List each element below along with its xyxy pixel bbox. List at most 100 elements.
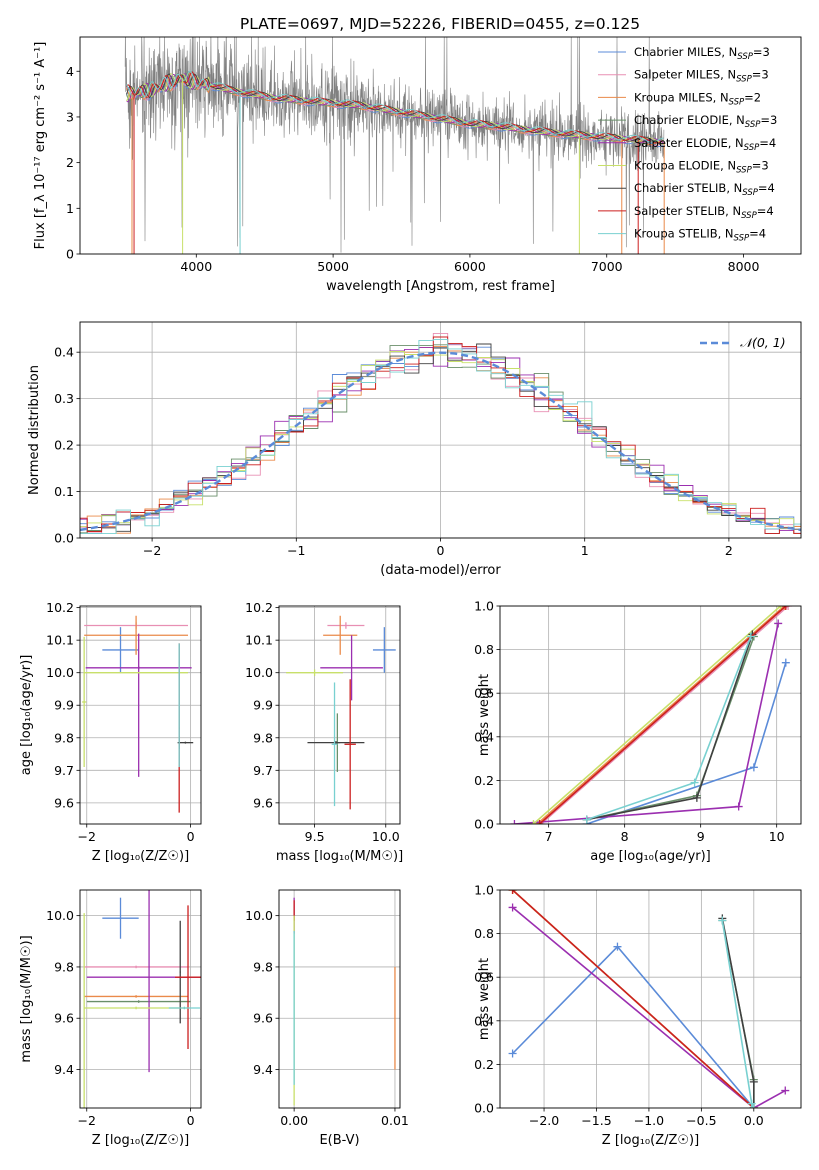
- age-vs-z-point-kroupa_stelib: [178, 643, 180, 768]
- age-vs-mass-point-salpeter_miles: [327, 622, 365, 629]
- mass-weight-vs-age-x-label: age [log₁₀(age/yr)]: [590, 849, 711, 864]
- spectrum-x-tick-label: 8000: [728, 259, 760, 274]
- mass-weight-vs-z-y-tick-label: 0.4: [474, 1013, 494, 1028]
- age-vs-z-y-tick-label: 9.9: [54, 698, 74, 713]
- age-vs-mass-y-tick-label: 9.8: [253, 730, 273, 745]
- mass-vs-z-point-kroupa_stelib: [168, 1006, 200, 1010]
- age-vs-z-y-tick-label: 9.6: [54, 795, 74, 810]
- plot-residuals: −2 −1 0 1 2 0.0 0.1 0.2 0.3 0.4 (data-model)/error…: [27, 321, 802, 578]
- residuals-y-tick-label: 0.1: [54, 484, 74, 499]
- plot-age-vs-z: −2 0 9.6 9.7 9.8 9.9 10.0 10.1 10.2 Z [log₁₀(Z/Z☉…: [19, 600, 202, 864]
- mass-vs-z-plot-area: [80, 890, 201, 1108]
- age-vs-mass-point-kroupa_elodie: [286, 669, 344, 676]
- mass-weight-vs-z-frame: [499, 889, 802, 1109]
- mass-weight-vs-z-x-tick-label: −2.0: [529, 1113, 559, 1128]
- spectrum-model-kroupa_miles: [126, 72, 664, 146]
- mass-weight-vs-z-plot-area: [500, 890, 801, 1108]
- spectrum-y-tick-label: 2: [66, 155, 74, 170]
- age-vs-z-y-tick-label: 9.8: [54, 730, 74, 745]
- spectrum-x-tick-label: 7000: [591, 259, 623, 274]
- age-vs-mass-y-tick-label: 10.2: [245, 600, 273, 615]
- age-vs-mass-y-tick-label: 9.9: [253, 698, 273, 713]
- mass-weight-vs-z-x-tick-label: −0.5: [686, 1113, 716, 1128]
- mass-vs-z-frame: [79, 889, 202, 1109]
- spectrum-plot-area: [124, 37, 665, 254]
- age-vs-z-point-salpeter_elodie: [85, 633, 192, 777]
- age-vs-mass-plot-area: [279, 606, 400, 824]
- residual-hist-kroupa_elodie: [80, 351, 801, 534]
- mass-vs-z-point-salpeter_miles: [84, 965, 189, 969]
- mass-weight-vs-z-y-tick-label: 0.2: [474, 1057, 494, 1072]
- mass-weight-vs-age-y-tick-label: 0.8: [474, 642, 494, 657]
- mass-vs-z-y-tick-label: 9.6: [54, 1011, 74, 1026]
- spectrum-y-label: Flux [f_λ 10⁻¹⁷ erg cm⁻² s⁻¹ A⁻¹]: [33, 42, 48, 250]
- mass-weight-vs-z-y-label: mass weight: [477, 958, 492, 1040]
- mass-vs-z-x-tick-label: 0: [187, 1113, 195, 1128]
- residuals-plot-area: [80, 322, 801, 538]
- mass-weight-vs-z-marker-chabrier_miles: [613, 942, 622, 951]
- mass-vs-z-point-chabrier_elodie: [86, 1000, 191, 1003]
- age-vs-z-y-label: age [log₁₀(age/yr)]: [19, 655, 34, 776]
- age-vs-mass-x-tick-label: 10.0: [372, 829, 400, 844]
- residuals-x-tick-label: −2: [143, 543, 161, 558]
- mass-weight-vs-age-marker-kroupa_stelib: [746, 632, 755, 641]
- mass-vs-z-y-tick-label: 9.8: [54, 959, 74, 974]
- age-vs-mass-y-tick-label: 9.7: [253, 763, 273, 778]
- mass-weight-vs-age-marker-salpeter_elodie: [774, 619, 783, 628]
- mass-vs-z-point-kroupa_elodie: [83, 913, 189, 1108]
- mass-weight-vs-z-y-tick-label: 0.0: [474, 1101, 494, 1116]
- mass-weight-vs-age-marker-salpeter_elodie: [734, 802, 743, 811]
- mass-weight-vs-z-marker-salpeter_elodie: [781, 1086, 790, 1095]
- mass-vs-ebv-y-tick-label: 9.8: [253, 959, 273, 974]
- mass-weight-vs-age-marker-kroupa_stelib: [582, 815, 591, 824]
- mass-weight-vs-z-x-label: Z [log₁₀(Z/Z☉)]: [602, 1133, 699, 1148]
- age-vs-z-y-tick-label: 10.2: [46, 600, 74, 615]
- mass-weight-vs-z-line-salpeter_stelib: [512, 890, 755, 1108]
- mass-weight-vs-age-marker-chabrier_stelib: [692, 793, 701, 802]
- spectrum-frame: [79, 36, 802, 255]
- age-vs-mass-point-chabrier_miles: [372, 627, 396, 673]
- mass-weight-vs-age-y-label: mass weight: [477, 674, 492, 756]
- mass-weight-vs-z-marker-chabrier_miles: [508, 1049, 517, 1058]
- mass-vs-z-point-salpeter_stelib: [175, 905, 201, 1050]
- residuals-frame: [79, 321, 802, 539]
- mass-weight-vs-age-y-tick-label: 0.0: [474, 817, 494, 832]
- age-vs-mass-point-kroupa_stelib: [331, 682, 338, 807]
- mass-weight-vs-age-x-tick-label: 7: [545, 829, 553, 844]
- legend-label-kroupa_stelib: Kroupa STELIB, NSSP=4: [634, 227, 766, 244]
- mass-vs-z-point-kroupa_miles: [84, 995, 189, 998]
- legend-label-kroupa_elodie: Kroupa ELODIE, NSSP=3: [634, 159, 769, 176]
- mass-weight-vs-z-marker-kroupa_stelib: [749, 1104, 758, 1108]
- spectrum-y-tick-label: 3: [66, 109, 74, 124]
- age-vs-z-x-tick-label: −2: [78, 829, 96, 844]
- mass-weight-vs-age-marker-kroupa_elodie: [529, 820, 538, 824]
- mass-vs-z-y-tick-label: 10.0: [46, 908, 74, 923]
- residual-hist-salpeter_elodie: [80, 347, 801, 534]
- residuals-y-tick-label: 0.2: [54, 438, 74, 453]
- legend-label-chabrier_miles: Chabrier MILES, NSSP=3: [634, 45, 770, 62]
- mass-weight-vs-age-line-kroupa_stelib: [586, 636, 752, 821]
- mass-weight-vs-z-marker-kroupa_stelib: [718, 916, 727, 925]
- residuals-y-label: Normed distribution: [27, 365, 42, 495]
- mass-weight-vs-z-line-salpeter_elodie: [512, 906, 786, 1108]
- mass-weight-vs-age-line-salpeter_stelib: [538, 606, 787, 824]
- residual-hist-salpeter_stelib: [80, 336, 801, 534]
- age-vs-mass-point-salpeter_stelib: [344, 679, 356, 810]
- mass-weight-vs-age-x-tick-label: 9: [697, 829, 705, 844]
- mass-weight-vs-age-marker-salpeter_miles: [784, 606, 793, 610]
- mass-weight-vs-age-y-tick-label: 0.2: [474, 773, 494, 788]
- age-vs-z-point-chabrier_miles: [102, 627, 139, 673]
- mass-weight-vs-z-line-kroupa_stelib: [721, 920, 755, 1108]
- residual-legend-label: 𝒩(0, 1): [740, 335, 786, 350]
- spectrum-y-tick-label: 4: [66, 64, 74, 79]
- mass-weight-vs-z-line-chabrier_miles: [512, 945, 755, 1108]
- residuals-x-tick-label: −1: [287, 543, 305, 558]
- spectrum-x-tick-label: 5000: [317, 259, 349, 274]
- residuals-y-tick-label: 0.3: [54, 391, 74, 406]
- mass-vs-ebv-y-tick-label: 10.0: [245, 908, 273, 923]
- age-vs-z-x-label: Z [log₁₀(Z/Z☉)]: [92, 849, 189, 864]
- mass-weight-vs-z-marker-salpeter_elodie: [508, 903, 517, 912]
- spectrum-x-label: wavelength [Angstrom, rest frame]: [326, 279, 555, 294]
- mass-vs-z-y-tick-label: 9.4: [54, 1062, 74, 1077]
